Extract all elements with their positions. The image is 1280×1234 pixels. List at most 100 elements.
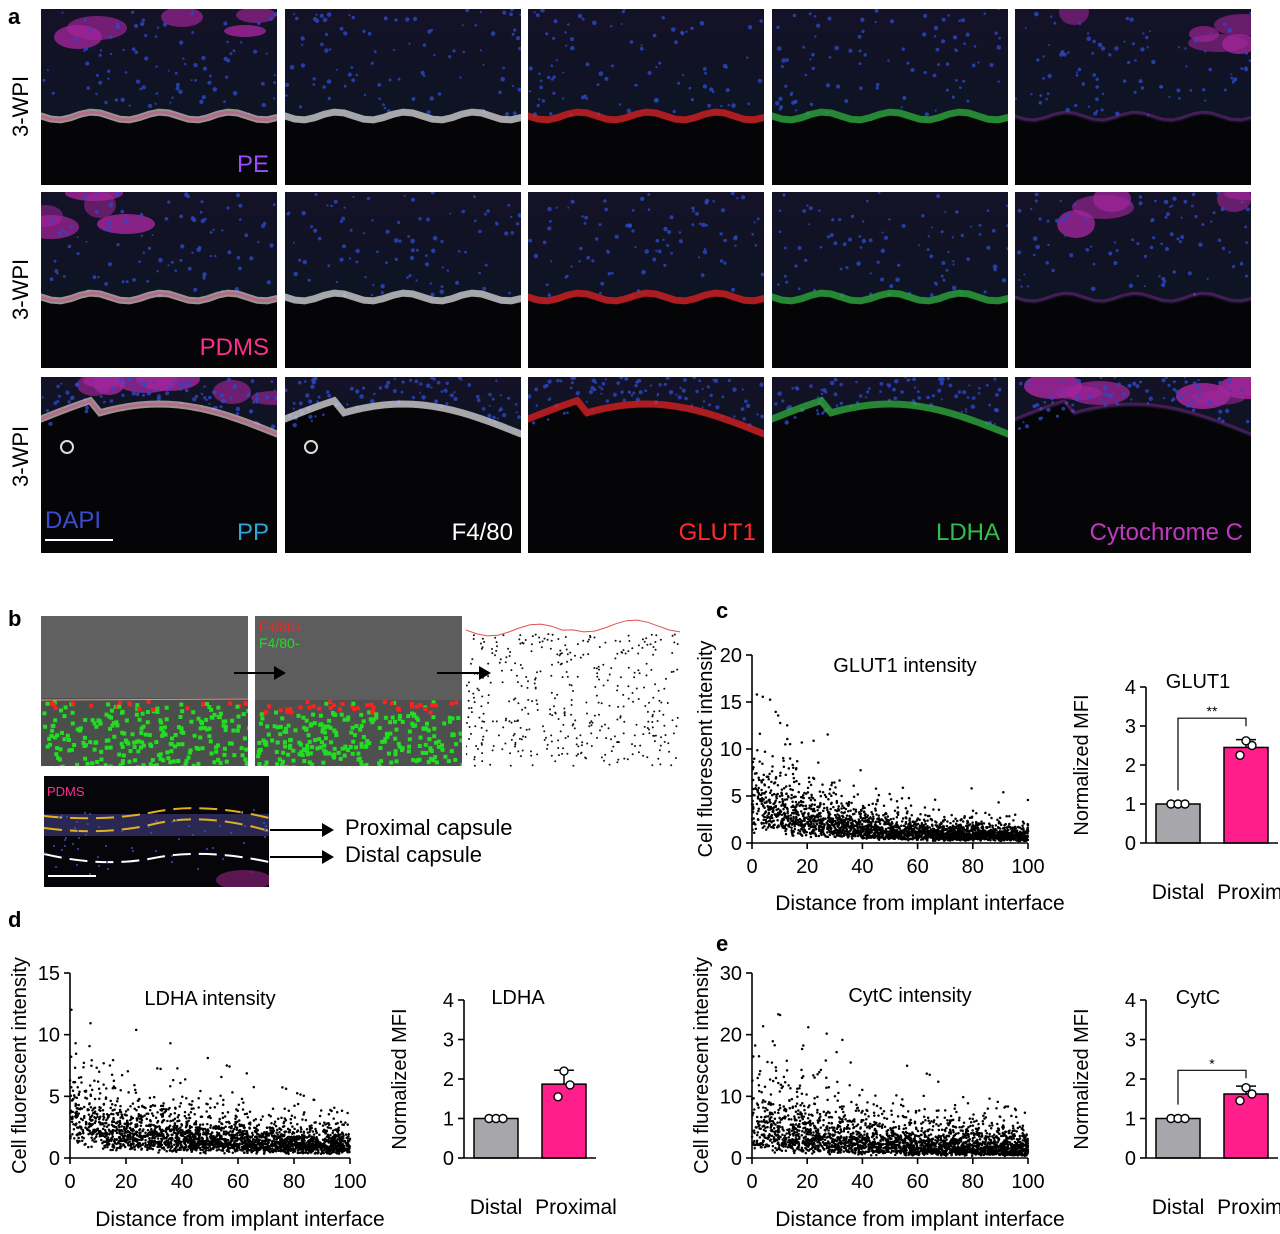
scatter-point [865,837,868,840]
scatter-point [979,834,983,838]
scatter-point [197,1097,200,1100]
scatter-point [174,1107,177,1110]
scatter-point [850,823,853,826]
scatter-point [843,832,846,836]
scatter-point [88,1129,91,1132]
scatter-point [862,810,866,814]
scatter-point [88,1102,91,1106]
scatter-point [812,739,815,742]
scatter-point [760,821,763,825]
y-tick-label: 15 [720,692,742,714]
scatter-point [832,805,835,809]
scatter-point [112,1139,116,1143]
scatter-point [774,799,777,802]
scatter-point [169,1119,172,1123]
scatter-point [834,792,838,796]
scatter-point [854,810,858,813]
scatter-point [101,1122,104,1125]
scatter-point [200,1136,203,1140]
scatter-point [857,818,861,821]
scatter-point [957,837,961,841]
scatter-point [111,1058,115,1062]
y-tick-label: 4 [1125,677,1136,699]
scatter-point [964,832,968,836]
scatter-point [965,830,968,833]
segmentation-dots-1 [41,698,248,766]
scatter-point [782,765,786,768]
scatter-point [199,1089,202,1093]
x-tick-label: 0 [746,856,757,878]
scatter-point [982,822,986,825]
scatter-point [784,829,787,833]
scatter-point [916,822,920,826]
scatter-point [808,796,811,800]
scatter-point [172,1125,175,1128]
scatter-point [272,1129,276,1132]
scatter-point [195,1144,198,1148]
scatter-point [844,807,848,811]
scatter-point [115,1099,119,1103]
scatter-point [907,839,910,842]
scatter-point [751,803,755,806]
scatter-point [241,1142,244,1146]
scatter-point [201,1148,204,1152]
scatter-point [886,815,890,818]
scatter-point [968,823,972,826]
scatter-point [323,1121,326,1124]
scatter-point [80,1081,83,1084]
scatter-point [129,1104,132,1108]
scatter-point [1014,832,1017,836]
scatter-point [1005,835,1008,839]
scatter-point [325,1151,329,1155]
x-tick-label: 80 [962,856,984,878]
scatter-point [899,832,903,836]
scatter-point [156,1067,159,1070]
scatter-point [70,1120,74,1124]
scatter-point [915,824,918,827]
scatter-point [156,1111,159,1114]
scatter-point [923,806,927,809]
scatter-point [757,791,761,795]
scatter-point [883,836,886,840]
scatter-point [166,1119,169,1123]
scatter-point [828,829,831,832]
scatter-point [957,834,960,838]
scatter-point [770,793,774,797]
scatter-point [77,1092,81,1096]
scatter-point [119,1142,122,1146]
scatter-point [862,827,866,831]
scatter-point [822,802,826,806]
scatter-point [988,837,991,840]
scatter-point [985,837,989,840]
scatter-point [192,1107,195,1110]
scatter-point [102,1103,106,1106]
scatter-point [945,824,949,828]
scatter-point [240,1123,244,1127]
scatter-point [767,806,770,809]
scatter-point [770,820,773,824]
scatter-point [87,1113,91,1116]
scatter-point [834,835,837,839]
scatter-point [983,838,986,841]
scatter-point [106,1145,109,1149]
scatter-point [797,828,800,832]
scatter-point [951,838,954,842]
scatter-point [273,1120,277,1124]
x-tick-label: 60 [227,1171,249,1193]
scatter-point [811,825,814,829]
scatter-point [1006,826,1009,830]
scatter-point [824,795,828,799]
scatter-point [125,1126,128,1130]
scatter-point [118,1136,121,1140]
scatter-point [767,777,770,781]
scatter-point [941,827,944,830]
scatter-point [865,819,868,822]
scatter-point [138,1120,142,1124]
scatter-point [267,1147,270,1151]
scatter-point [138,1097,141,1101]
scatter-point [819,825,823,828]
scatter-point [109,1106,112,1110]
scatter-point [826,823,829,827]
scatter-point [847,800,851,804]
